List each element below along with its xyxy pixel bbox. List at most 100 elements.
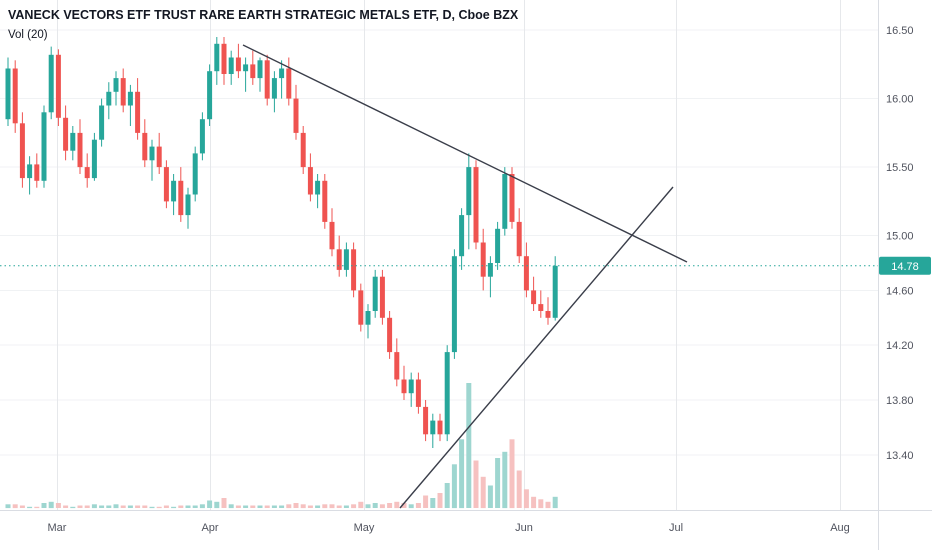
- volume-layer: [5, 383, 558, 509]
- candle-body: [41, 112, 47, 181]
- candle-body: [372, 276, 378, 311]
- candle-body: [379, 276, 385, 318]
- volume-bar: [185, 505, 191, 508]
- price-tick-label: 15.50: [886, 162, 914, 174]
- candle-body: [214, 43, 220, 72]
- candle-body: [365, 311, 371, 325]
- volume-bar: [63, 505, 69, 508]
- volume-bar: [99, 505, 105, 508]
- volume-bar: [19, 505, 25, 508]
- volume-bar: [163, 505, 169, 508]
- candle-body: [509, 174, 515, 222]
- time-tick-label: Jun: [515, 522, 533, 534]
- volume-bar: [300, 504, 306, 509]
- volume-bar: [91, 504, 97, 509]
- volume-bar: [387, 503, 393, 508]
- volume-bar: [372, 503, 378, 508]
- time-tick-label: Jul: [669, 522, 683, 534]
- volume-bar: [34, 506, 40, 509]
- candle-body: [300, 132, 306, 168]
- trendlines-layer: [242, 44, 688, 509]
- candle-body: [48, 54, 54, 113]
- candle-body: [387, 317, 393, 353]
- volume-bar: [221, 498, 227, 508]
- price-tick-label: 13.80: [886, 395, 914, 407]
- volume-bar: [127, 505, 133, 508]
- price-tick-label: 14.20: [886, 340, 914, 352]
- volume-bar: [415, 503, 421, 508]
- candle-body: [84, 167, 90, 179]
- candle-body: [322, 180, 328, 222]
- volume-bar: [307, 505, 313, 508]
- volume-bar: [509, 439, 515, 509]
- volume-bar: [142, 505, 148, 508]
- price-axis-labels: 16.50 16.00 15.50 15.00 14.60 14.20 13.80 13.40: [886, 25, 914, 462]
- volume-bar: [77, 505, 83, 508]
- volume-bar: [437, 493, 443, 508]
- price-tick-label: 14.60: [886, 285, 914, 297]
- candle-body: [538, 304, 544, 311]
- volume-bar: [315, 505, 321, 508]
- volume-bar: [27, 506, 33, 509]
- time-tick-label: Mar: [48, 522, 67, 534]
- candle-body: [516, 221, 522, 257]
- volume-bar: [545, 501, 551, 509]
- volume-bar: [444, 483, 450, 508]
- volume-bar: [5, 504, 11, 509]
- candle-body: [552, 265, 558, 318]
- time-tick-label: Aug: [830, 522, 850, 534]
- candle-body: [228, 57, 234, 74]
- candle-body: [163, 167, 169, 202]
- candle-body: [19, 123, 25, 179]
- candle-body: [5, 68, 11, 120]
- candle-body: [178, 180, 184, 216]
- volume-bar: [264, 505, 270, 508]
- candle-body: [12, 68, 18, 124]
- candle-body: [307, 167, 313, 195]
- candle-body: [502, 174, 508, 229]
- volume-bar: [379, 504, 385, 509]
- candle-body: [149, 146, 155, 161]
- price-axis[interactable]: [878, 0, 932, 510]
- grid-layer: [0, 0, 878, 510]
- volume-bar: [466, 383, 472, 508]
- candle-body: [235, 57, 241, 72]
- candle-body: [401, 379, 407, 394]
- volume-bar: [336, 505, 342, 508]
- candle-body: [444, 352, 450, 435]
- candle-body: [480, 242, 486, 277]
- candle-body: [106, 91, 112, 106]
- volume-bar: [156, 506, 162, 509]
- candle-body: [358, 290, 364, 325]
- volume-bar: [523, 489, 529, 509]
- candle-body: [120, 78, 126, 106]
- volume-indicator-label[interactable]: Vol (20): [8, 29, 48, 41]
- candle-body: [451, 256, 457, 353]
- candle-body: [221, 43, 227, 74]
- volume-bar: [279, 505, 285, 508]
- candle-body: [156, 146, 162, 168]
- time-axis[interactable]: [0, 510, 878, 550]
- price-tick-label: 15.00: [886, 231, 914, 243]
- candle-body: [135, 91, 141, 133]
- candle-body: [264, 60, 270, 99]
- candles-layer: [5, 37, 558, 448]
- symbol-title[interactable]: VANECK VECTORS ETF TRUST RARE EARTH STRA…: [8, 8, 519, 22]
- volume-bar: [401, 503, 407, 508]
- candle-body: [437, 420, 443, 435]
- price-tick-label: 13.40: [886, 450, 914, 462]
- volume-bar: [552, 496, 558, 509]
- candle-body: [430, 420, 436, 435]
- candle-body: [415, 379, 421, 407]
- volume-bar: [243, 505, 249, 508]
- volume-bar: [487, 485, 493, 508]
- volume-bar: [70, 506, 76, 509]
- candle-body: [473, 167, 479, 243]
- candle-body: [531, 290, 537, 305]
- candle-body: [286, 68, 292, 99]
- volume-bar: [149, 506, 155, 509]
- last-price-value: 14.78: [891, 261, 919, 273]
- volume-bar: [135, 505, 141, 508]
- candle-body: [279, 68, 285, 79]
